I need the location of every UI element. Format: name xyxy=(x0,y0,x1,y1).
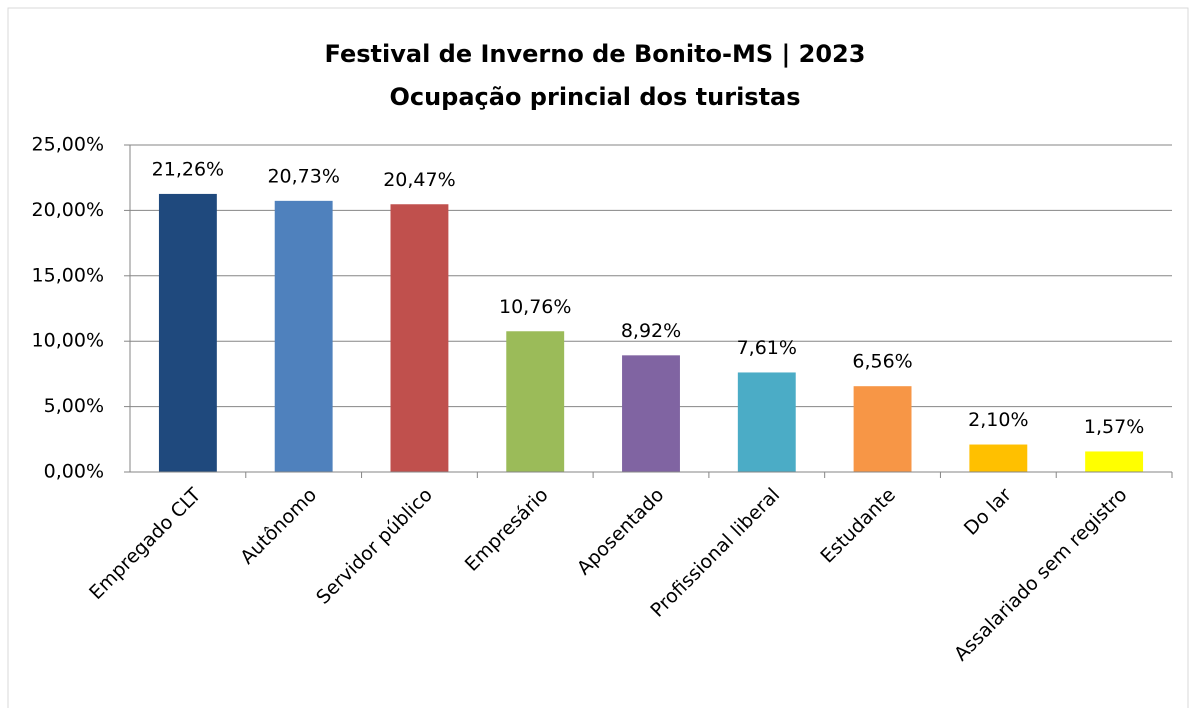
y-tick-label: 25,00% xyxy=(32,134,104,156)
x-tick-label: Aposentado xyxy=(573,484,669,580)
chart-subtitle: Ocupação princial dos turistas xyxy=(389,83,800,111)
value-label: 20,73% xyxy=(267,165,339,187)
bar xyxy=(737,372,796,472)
x-tick-label: Servidor público xyxy=(312,484,437,609)
chart-title: Festival de Inverno de Bonito-MS | 2023 xyxy=(325,40,866,68)
bar xyxy=(969,444,1028,472)
y-tick-label: 15,00% xyxy=(32,264,104,286)
bar xyxy=(853,386,912,472)
y-tick-label: 10,00% xyxy=(32,330,104,352)
y-tick-label: 5,00% xyxy=(44,395,104,417)
bar xyxy=(390,204,449,473)
value-label: 10,76% xyxy=(499,296,571,318)
value-label: 20,47% xyxy=(383,169,455,191)
y-tick-label: 20,00% xyxy=(32,199,104,221)
bar xyxy=(158,193,217,473)
value-label: 2,10% xyxy=(968,409,1028,431)
x-tick-label: Do lar xyxy=(960,484,1016,540)
value-label: 1,57% xyxy=(1084,416,1144,438)
chart-frame xyxy=(7,7,1189,708)
bar xyxy=(506,331,565,472)
bar xyxy=(622,355,680,472)
value-label: 21,26% xyxy=(152,158,224,180)
value-label: 6,56% xyxy=(852,351,912,373)
x-tick-label: Empresário xyxy=(461,484,553,576)
bar xyxy=(1085,451,1144,472)
value-label: 8,92% xyxy=(621,320,681,342)
x-tick-label: Empregado CLT xyxy=(85,484,205,604)
bar xyxy=(274,200,333,472)
x-tick-label: Profissional liberal xyxy=(646,484,784,622)
x-tick-label: Autônomo xyxy=(236,484,321,569)
y-tick-label: 0,00% xyxy=(44,461,104,483)
x-tick-label: Estudante xyxy=(816,484,900,568)
value-label: 7,61% xyxy=(737,337,797,359)
